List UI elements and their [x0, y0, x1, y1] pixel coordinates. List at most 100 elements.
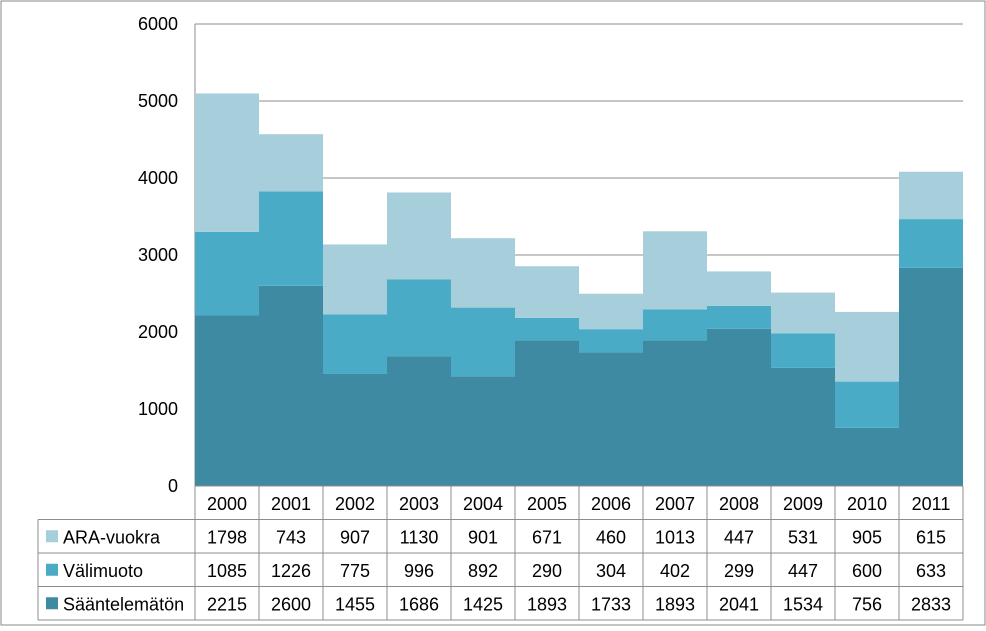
table-cell-value: 1798 — [207, 527, 247, 547]
bar-segment — [515, 266, 579, 318]
table-cell-value: 1893 — [527, 594, 567, 614]
table-cell-value: 1013 — [655, 527, 695, 547]
legend-label: ARA-vuokra — [63, 527, 161, 547]
x-category-label: 2004 — [463, 494, 503, 514]
bar-segment — [515, 340, 579, 486]
bar-segment — [835, 381, 899, 428]
legend-label: Välimuoto — [63, 561, 143, 581]
bar-segment — [323, 314, 387, 374]
bar-segment — [899, 219, 963, 268]
bar-segment — [771, 292, 835, 334]
table-cell-value: 2600 — [271, 594, 311, 614]
bar-segment — [387, 356, 451, 486]
table-cell-value: 905 — [852, 527, 882, 547]
bar-segment — [323, 373, 387, 486]
table-cell-value: 531 — [788, 527, 818, 547]
table-cell-value: 402 — [660, 561, 690, 581]
table-cell-value: 756 — [852, 594, 882, 614]
table-cell-value: 2833 — [911, 594, 951, 614]
table-cell-value: 743 — [276, 527, 306, 547]
y-tick-label: 3000 — [138, 245, 178, 265]
bar-segment — [195, 231, 259, 316]
x-category-label: 2007 — [655, 494, 695, 514]
table-cell-value: 447 — [724, 527, 754, 547]
y-tick-label: 6000 — [138, 14, 178, 34]
x-category-label: 2006 — [591, 494, 631, 514]
bar-segment — [451, 307, 515, 377]
table-cell-value: 1733 — [591, 594, 631, 614]
legend-swatch — [46, 563, 58, 576]
legend-swatch — [46, 530, 58, 543]
table-cell-value: 299 — [724, 561, 754, 581]
bar-segment — [387, 192, 451, 280]
table-cell-value: 1226 — [271, 561, 311, 581]
table-cell-value: 1893 — [655, 594, 695, 614]
legend-label: Sääntelemätön — [63, 594, 184, 614]
table-cell-value: 1686 — [399, 594, 439, 614]
bar-segment — [707, 305, 771, 329]
bar-segment — [451, 238, 515, 308]
x-category-label: 2009 — [783, 494, 823, 514]
bar-segment — [643, 340, 707, 486]
x-category-label: 2001 — [271, 494, 311, 514]
table-cell-value: 615 — [916, 527, 946, 547]
table-cell-value: 633 — [916, 561, 946, 581]
table-cell-value: 290 — [532, 561, 562, 581]
x-category-label: 2011 — [912, 494, 951, 514]
table-cell-value: 2215 — [207, 594, 247, 614]
table-cell-value: 1425 — [463, 594, 503, 614]
bar-segment — [835, 427, 899, 486]
bar-segment — [643, 231, 707, 310]
table-cell-value: 901 — [468, 527, 498, 547]
bar-segment — [579, 352, 643, 486]
x-category-label: 2002 — [335, 494, 375, 514]
y-tick-label: 4000 — [138, 168, 178, 188]
table-cell-value: 1085 — [207, 561, 247, 581]
bar-segment — [579, 293, 643, 330]
bar-segment — [323, 244, 387, 315]
table-cell-value: 1455 — [335, 594, 375, 614]
table-cell-value: 1534 — [783, 594, 823, 614]
bar-segment — [451, 376, 515, 486]
table-cell-value: 447 — [788, 561, 818, 581]
x-category-label: 2005 — [527, 494, 567, 514]
bar-segment — [707, 328, 771, 486]
bar-segment — [771, 367, 835, 486]
bar-segment — [387, 279, 451, 357]
y-tick-label: 0 — [168, 476, 178, 496]
bar-segment — [515, 317, 579, 341]
x-category-label: 2003 — [399, 494, 439, 514]
table-cell-value: 671 — [532, 527, 562, 547]
y-tick-label: 1000 — [138, 399, 178, 419]
table-cell-value: 600 — [852, 561, 882, 581]
table-cell-value: 1130 — [400, 527, 439, 547]
bar-segment — [579, 329, 643, 353]
table-cell-value: 304 — [596, 561, 626, 581]
legend-swatch — [46, 597, 58, 610]
table-cell-value: 775 — [340, 561, 370, 581]
x-category-label: 2008 — [719, 494, 759, 514]
bar-segment — [899, 267, 963, 486]
y-tick-label: 5000 — [138, 91, 178, 111]
bar-segment — [259, 285, 323, 486]
bar-segment — [643, 309, 707, 341]
bar-segment — [771, 333, 835, 368]
table-cell-value: 907 — [340, 527, 370, 547]
x-category-label: 2000 — [207, 494, 247, 514]
table-cell-value: 460 — [596, 527, 626, 547]
bar-segment — [259, 134, 323, 192]
bar-segment — [899, 171, 963, 220]
y-tick-label: 2000 — [138, 322, 178, 342]
bar-segment — [195, 315, 259, 486]
bar-segment — [707, 271, 771, 306]
table-cell-value: 2041 — [719, 594, 759, 614]
bar-segment — [259, 191, 323, 286]
bar-segment — [195, 93, 259, 232]
x-category-label: 2010 — [847, 494, 887, 514]
table-cell-value: 996 — [404, 561, 434, 581]
bar-segment — [835, 311, 899, 382]
table-cell-value: 892 — [468, 561, 498, 581]
